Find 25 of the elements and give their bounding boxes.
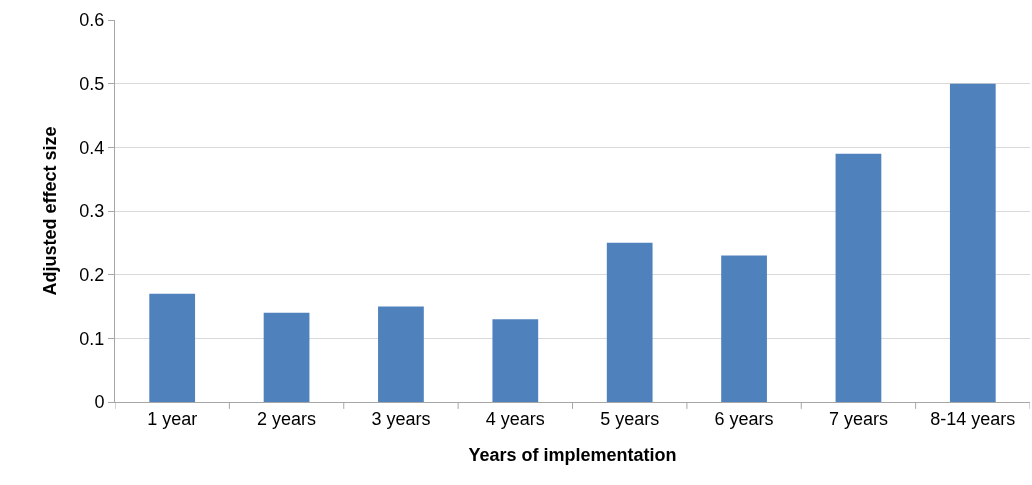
y-tick-label: 0: [94, 392, 105, 413]
y-tick-label: 0.4: [79, 137, 105, 158]
x-tick-label: 3 years: [371, 408, 431, 429]
y-tick-label: 0.6: [79, 10, 105, 31]
x-tick-label: 4 years: [485, 408, 545, 429]
x-tick-label: 5 years: [600, 408, 660, 429]
bar: [492, 319, 539, 402]
bar: [606, 242, 653, 402]
bar: [835, 153, 882, 402]
y-tick-label: 0.3: [79, 201, 105, 222]
bar: [149, 293, 196, 402]
y-tick-label: 0.5: [79, 73, 105, 94]
y-tick-label: 0.2: [79, 264, 105, 285]
x-tick-label: 2 years: [257, 408, 317, 429]
x-tick-label: 8-14 years: [930, 408, 1016, 429]
x-tick-label: 7 years: [828, 408, 888, 429]
y-axis-title: Adjusted effect size: [39, 126, 60, 296]
bar: [263, 312, 310, 402]
bar: [949, 83, 996, 402]
bar: [378, 306, 424, 402]
y-tick-label: 0.1: [79, 328, 105, 349]
bar: [721, 255, 767, 402]
x-tick-label: 6 years: [714, 408, 774, 429]
x-tick-label: 1 year: [147, 408, 198, 429]
x-axis-title: Years of implementation: [468, 444, 677, 465]
